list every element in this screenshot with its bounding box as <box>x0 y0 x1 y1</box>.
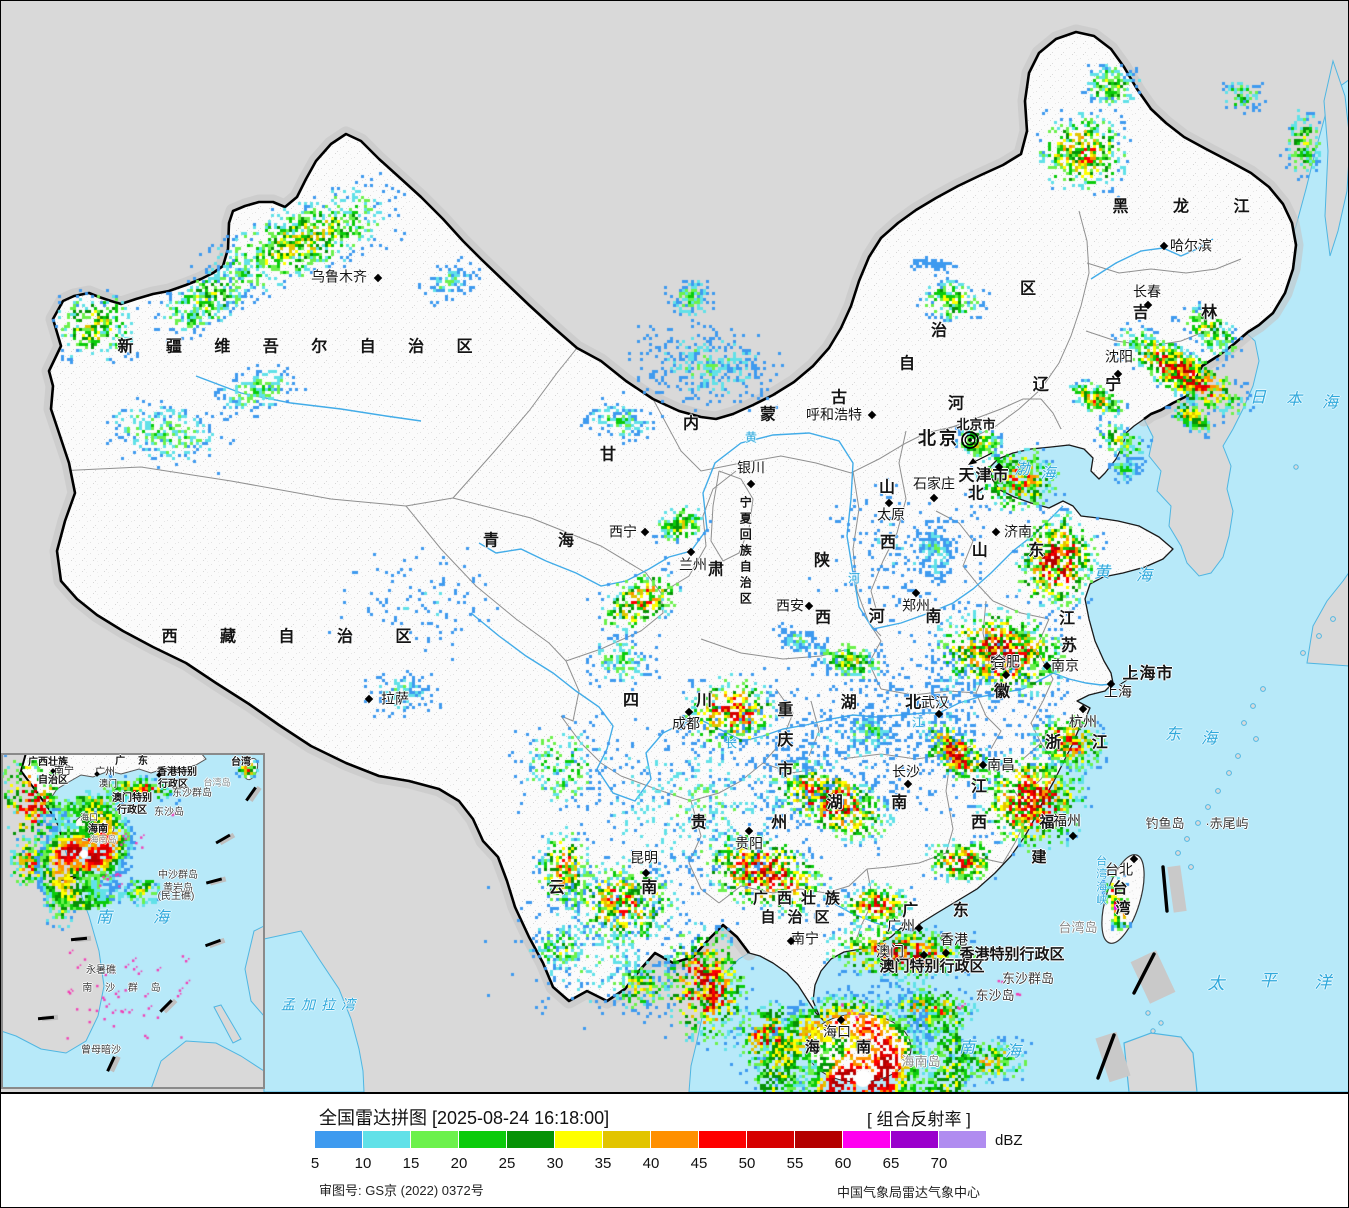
reflectivity-colorbar <box>315 1131 987 1148</box>
tick-label: 40 <box>642 1155 660 1172</box>
tick-label: 45 <box>690 1155 708 1172</box>
colorbar-segment <box>363 1131 410 1148</box>
colorbar-segment <box>939 1131 986 1148</box>
map-title: 全国雷达拼图 [2025-08-24 16:18:00] <box>319 1108 610 1128</box>
colorbar-segment <box>891 1131 938 1148</box>
radar-echo-canvas <box>1 1 1348 1092</box>
colorbar-segment <box>411 1131 458 1148</box>
legend-bar: 全国雷达拼图 [2025-08-24 16:18:00] [ 组合反射率 ] d… <box>1 1094 1348 1207</box>
tick-label: 35 <box>594 1155 612 1172</box>
tick-label: 30 <box>546 1155 564 1172</box>
issuing-agency: 中国气象局雷达气象中心 <box>837 1185 981 1200</box>
tick-label: 50 <box>738 1155 756 1172</box>
tick-label: 65 <box>882 1155 900 1172</box>
colorbar-segment <box>459 1131 506 1148</box>
colorbar-segment <box>843 1131 890 1148</box>
colorbar-segment <box>507 1131 554 1148</box>
colorbar-segment <box>603 1131 650 1148</box>
tick-label: 25 <box>498 1155 516 1172</box>
tick-label: 55 <box>786 1155 804 1172</box>
colorbar-segment <box>747 1131 794 1148</box>
colorbar-segment <box>699 1131 746 1148</box>
tick-label: 70 <box>930 1155 948 1172</box>
china-radar-map: 黑 龙 江吉 林辽 宁内蒙古自治区河北山西山 东河 南江苏安徽陕西甘肃青海西 藏… <box>1 1 1348 1094</box>
unit-label: dBZ <box>995 1132 1023 1149</box>
colorbar-segment <box>795 1131 842 1148</box>
tick-label: 20 <box>450 1155 468 1172</box>
tick-label: 5 <box>310 1155 320 1172</box>
colorbar-segment <box>555 1131 602 1148</box>
colorbar-segment <box>651 1131 698 1148</box>
tick-label: 60 <box>834 1155 852 1172</box>
map-approval-number: 审图号: GS京 (2022) 0372号 <box>319 1183 484 1198</box>
tick-label: 15 <box>402 1155 420 1172</box>
colorbar-segment <box>315 1131 362 1148</box>
tick-label: 10 <box>354 1155 372 1172</box>
colorbar-ticks: 5 10 15 20 25 30 35 40 45 50 55 60 65 70 <box>1 1155 1348 1173</box>
product-name: [ 组合反射率 ] <box>867 1110 971 1129</box>
